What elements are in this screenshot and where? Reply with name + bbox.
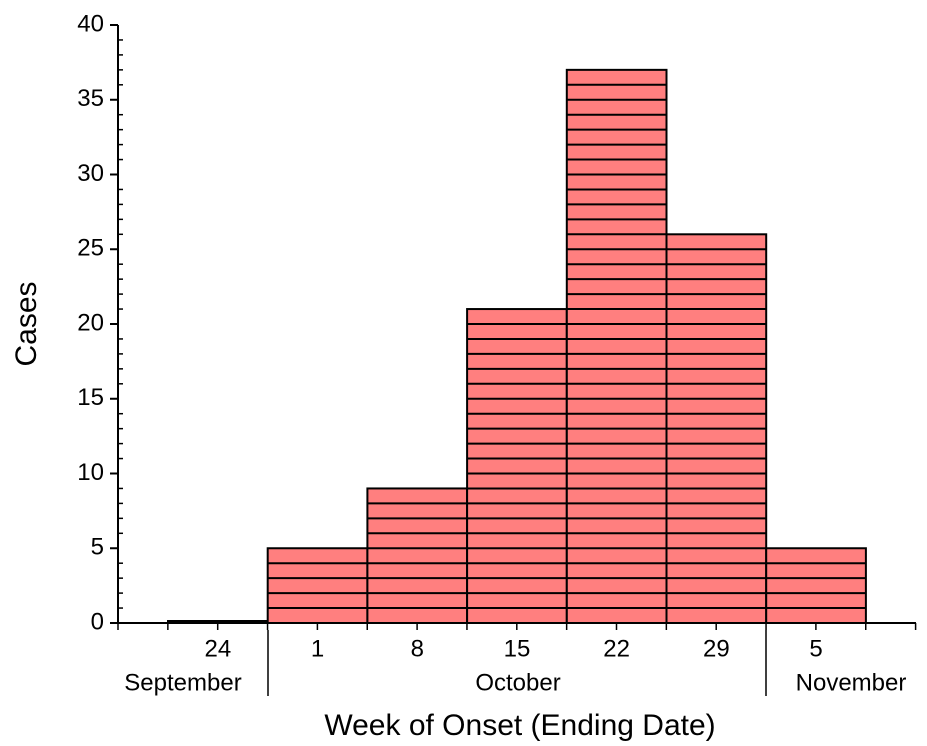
month-label: October <box>475 669 560 696</box>
y-tick-label: 25 <box>77 235 104 262</box>
y-tick-label: 30 <box>77 160 104 187</box>
x-tick-label: 8 <box>411 635 424 662</box>
x-tick-label: 15 <box>504 635 531 662</box>
y-tick-label: 40 <box>77 10 104 37</box>
bar <box>565 68 668 625</box>
y-tick-label: 15 <box>77 384 104 411</box>
bar <box>466 308 568 624</box>
bar <box>765 547 867 624</box>
y-tick-label: 10 <box>77 459 104 486</box>
y-tick-label: 20 <box>77 309 104 336</box>
month-label: September <box>124 669 241 696</box>
y-axis-title: Cases <box>10 281 43 366</box>
y-tick-label: 5 <box>91 534 104 561</box>
x-tick-label: 24 <box>204 635 231 662</box>
y-tick-label: 35 <box>77 85 104 112</box>
x-axis-title: Week of Onset (Ending Date) <box>324 709 715 742</box>
x-tick-label: 22 <box>603 635 630 662</box>
bar <box>266 547 369 624</box>
x-tick-label: 1 <box>311 635 324 662</box>
x-tick-label: 29 <box>703 635 730 662</box>
month-label: November <box>796 669 907 696</box>
x-tick-label: 5 <box>809 635 822 662</box>
bar <box>366 487 469 625</box>
y-tick-label: 0 <box>91 608 104 635</box>
